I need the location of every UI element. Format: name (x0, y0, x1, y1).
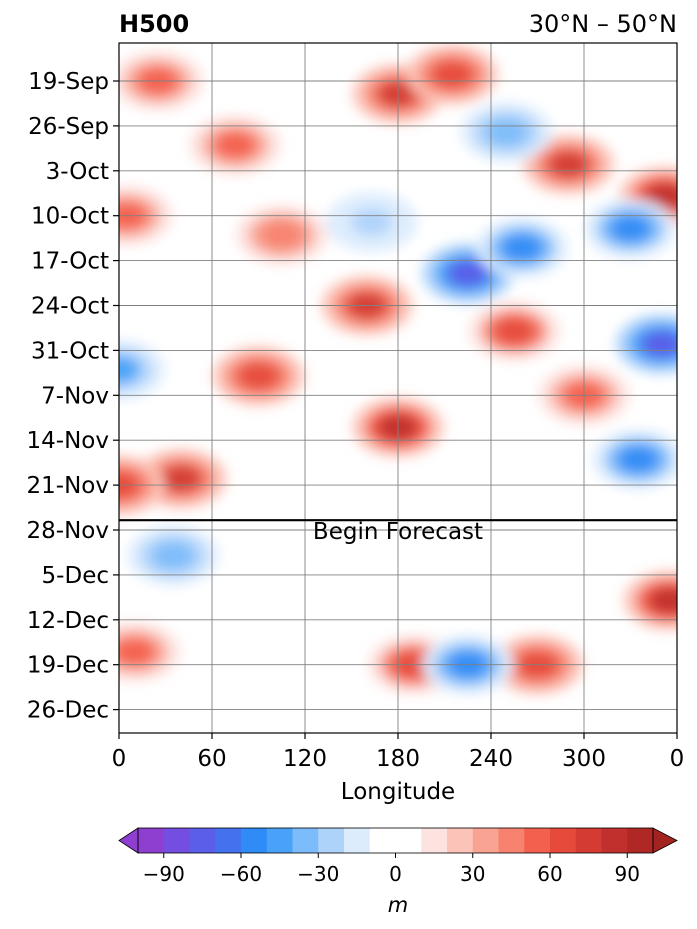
y-tick-label: 17-Oct (31, 249, 109, 275)
colorbar-swatch--70 (215, 828, 242, 853)
colorbar-swatch--30 (318, 828, 345, 853)
anomaly-positive-lon255-28-Oct-ring2 (493, 317, 535, 345)
y-tick-label: 26-Dec (27, 698, 109, 724)
anomaly-positive-lon90-4-Nov-ring2 (237, 362, 280, 390)
colorbar-swatch-50 (524, 828, 551, 853)
x-axis-label: Longitude (341, 779, 455, 805)
colorbar-swatch-60 (550, 828, 577, 853)
anomaly-negative-lon350-30-Oct-ring2 (640, 330, 677, 358)
colorbar-tick-label: 90 (615, 862, 640, 886)
y-tick-label: 14-Nov (27, 428, 109, 454)
colorbar-swatch-80 (601, 828, 628, 853)
colorbar-tick-label: −30 (297, 862, 339, 886)
colorbar-swatch-20 (447, 828, 474, 853)
anomaly-positive-lon105-13-Oct-ring2 (261, 221, 303, 249)
colorbar-extend-under (118, 827, 139, 854)
y-tick-label: 19-Dec (27, 653, 109, 679)
forecast-annotation: Begin Forecast (313, 519, 483, 545)
y-axis: 19-Sep 26-Sep 3-Oct 10-Oct 17-Oct 24-Oct 31-Oc… (27, 69, 119, 724)
colorbar-swatch-40 (498, 828, 525, 853)
colorbar-swatch--60 (241, 828, 268, 853)
y-tick-label: 3-Oct (46, 159, 109, 185)
colorbar-swatch--90 (163, 828, 190, 853)
x-tick-label: 240 (469, 746, 513, 772)
colorbar-tick-label: 0 (389, 862, 402, 886)
colorbar-tick-label: 60 (537, 862, 562, 886)
y-tick-label: 19-Sep (28, 69, 109, 95)
colorbar-swatch--100 (138, 828, 165, 853)
x-tick-label: 120 (283, 746, 327, 772)
anomaly-negative-lon0-3-Nov-ring2 (119, 356, 140, 384)
anomaly-negative-lon225-19-Oct-ring2 (447, 259, 489, 287)
colorbar-extend-over (652, 827, 678, 854)
y-tick-label: 10-Oct (31, 204, 109, 230)
x-tick-label: 0 (112, 746, 127, 772)
x-tick-label: 300 (562, 746, 606, 772)
chart-title-left: H500 (119, 10, 189, 38)
y-tick-label: 26-Sep (28, 114, 109, 140)
colorbar-swatch-30 (472, 828, 499, 853)
colorbar-swatch--40 (292, 828, 319, 853)
colorbar-swatch-90 (627, 828, 654, 853)
anomaly-positive-lon215-18-Sep-ring2 (431, 61, 473, 89)
anomaly-positive-lon40-20-Nov-ring2 (160, 465, 202, 493)
y-tick-label: 24-Oct (31, 294, 109, 320)
y-tick-label: 28-Nov (27, 518, 109, 544)
gridlines (119, 43, 677, 733)
anomaly-negative-lon35-2-Dec-ring2 (152, 542, 194, 570)
colorbar-tick-label: −90 (143, 862, 185, 886)
colorbar-label: m (388, 893, 408, 917)
colorbar: −90 −60 −30 0 30 60 90 (118, 827, 678, 886)
colorbar-swatch-70 (575, 828, 602, 853)
colorbar-swatch--20 (344, 828, 371, 853)
x-tick-label: 0 (670, 746, 685, 772)
anomaly-negative-lon260-15-Oct-ring2 (501, 234, 543, 262)
y-tick-label: 12-Dec (27, 608, 109, 634)
chart-title-right: 30°N – 50°N (529, 10, 677, 38)
colorbar-tick-label: 30 (460, 862, 485, 886)
anomaly-positive-lon75-29-Sep-ring2 (214, 131, 256, 159)
colorbar-tick-label: −60 (220, 862, 262, 886)
y-tick-label: 5-Dec (42, 563, 109, 589)
colorbar-swatch--50 (266, 828, 293, 853)
anomaly-field (119, 44, 677, 695)
anomaly-negative-lon250-27-Sep-ring2 (485, 118, 528, 146)
y-tick-label: 31-Oct (31, 338, 109, 364)
anomaly-negative-lon163-11-Oct-ring2 (350, 208, 393, 236)
colorbar-swatch-10 (421, 828, 448, 853)
colorbar-swatch--10 (369, 828, 422, 853)
y-tick-label: 7-Nov (41, 383, 109, 409)
x-tick-label: 180 (376, 746, 420, 772)
anomaly-positive-lon355-9-Dec-ring2 (648, 587, 677, 615)
x-axis: 0 60 120 180 240 300 0 (112, 733, 685, 772)
anomaly-negative-lon330-12-Oct-ring2 (609, 215, 652, 243)
anomaly-positive-lon290-2-Oct-ring2 (547, 150, 590, 178)
colorbar-swatch--80 (189, 828, 216, 853)
anomaly-positive-lon10-17-Dec-ring2 (119, 638, 156, 666)
x-tick-label: 60 (197, 746, 226, 772)
y-tick-label: 21-Nov (27, 473, 109, 499)
anomaly-negative-lon335-17-Nov-ring2 (617, 445, 659, 473)
